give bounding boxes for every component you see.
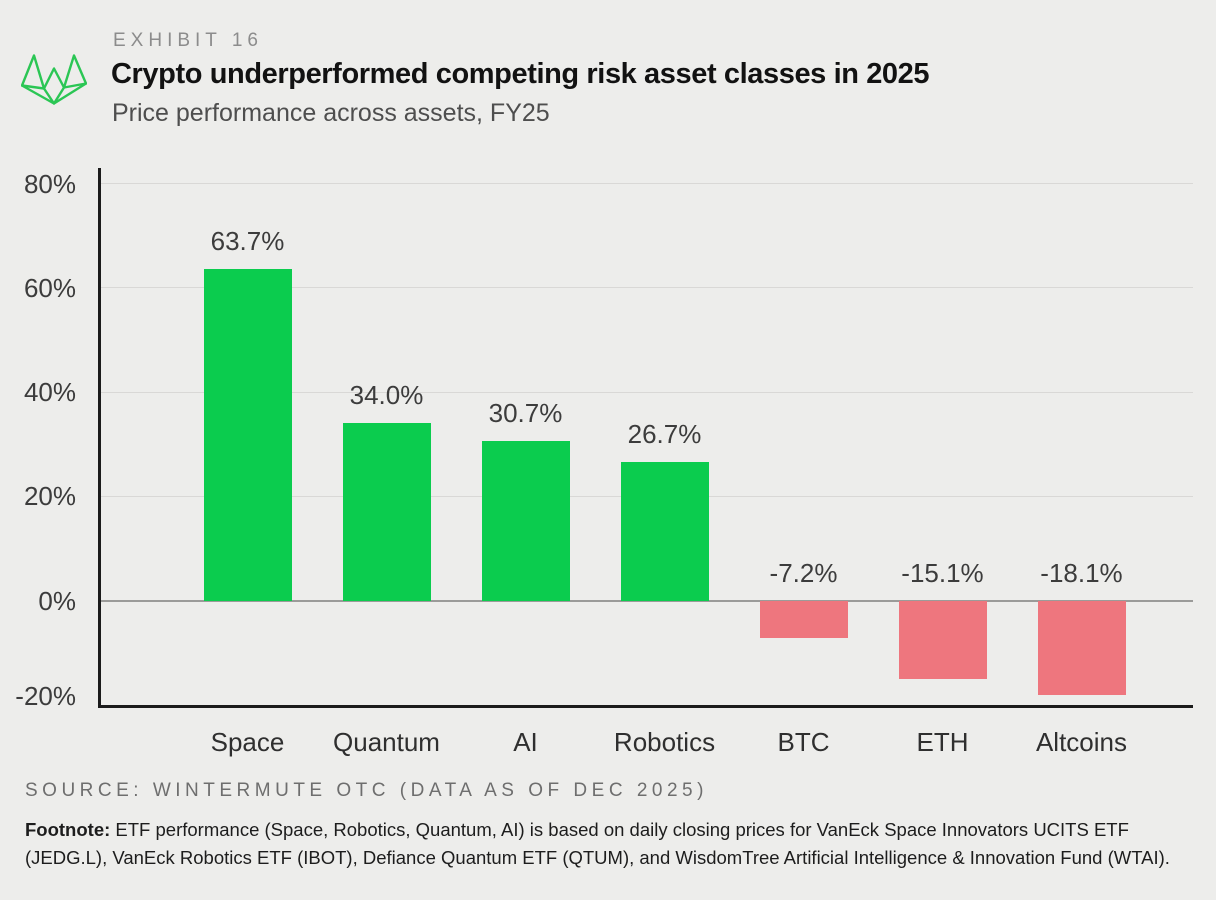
footnote-text-1: ETF performance (Space, Robotics, Quantu…	[115, 819, 1129, 840]
bar-space	[203, 268, 292, 601]
plot-area: 63.7% 34.0% 30.7% 26.7% -7.2% -15.1% -18.1%	[98, 168, 1193, 708]
y-axis-label: 0%	[38, 585, 76, 616]
y-axis: 80% 60% 40% 20% 0% -20%	[0, 168, 76, 711]
y-axis-label: 20%	[23, 481, 76, 512]
value-label: -15.1%	[901, 557, 984, 588]
y-axis-label: 60%	[23, 272, 76, 303]
y-axis-label: -20%	[15, 681, 76, 711]
x-axis-label: BTC	[777, 727, 830, 757]
x-axis-label: Space	[210, 727, 285, 757]
chart-title: Crypto underperformed competing risk ass…	[111, 58, 930, 90]
wintermute-logo	[21, 54, 87, 105]
value-label: 30.7%	[488, 397, 563, 428]
bar-quantum	[342, 423, 431, 601]
footnote-line-2: (JEDG.L), VanEck Robotics ETF (IBOT), De…	[25, 846, 1170, 868]
value-label: -18.1%	[1040, 557, 1123, 588]
bar-altcoins	[1037, 600, 1126, 696]
bar-eth	[898, 600, 987, 680]
chart-subtitle: Price performance across assets, FY25	[112, 99, 550, 127]
zero-gridline	[101, 599, 1193, 602]
exhibit-label: EXHIBIT 16	[113, 30, 263, 51]
x-axis-label: Robotics	[613, 727, 716, 757]
x-axis-label: ETH	[916, 727, 969, 757]
x-axis-label: AI	[513, 727, 538, 757]
gridline	[101, 287, 1193, 289]
gridline	[101, 183, 1193, 185]
bar-btc	[759, 600, 848, 639]
bar-ai	[481, 440, 570, 601]
bar-robotics	[620, 461, 709, 601]
x-axis: Space Quantum AI Robotics BTC ETH Altcoins	[101, 708, 1193, 768]
value-label: 63.7%	[210, 225, 285, 256]
footnote-line-1: Footnote: ETF performance (Space, Roboti…	[25, 816, 1191, 844]
y-axis-label: 80%	[23, 168, 76, 199]
source-line: SOURCE: WINTERMUTE OTC (DATA AS OF DEC 2…	[25, 780, 708, 801]
value-label: 34.0%	[349, 380, 424, 411]
y-axis-label: 40%	[23, 377, 76, 408]
value-label: 26.7%	[627, 418, 702, 449]
gridline	[101, 391, 1193, 393]
x-axis-label: Quantum	[333, 727, 440, 757]
footnote: Footnote: ETF performance (Space, Roboti…	[25, 816, 1191, 871]
x-axis-label: Altcoins	[1035, 727, 1128, 757]
value-label: -7.2%	[769, 557, 838, 588]
footnote-label: Footnote:	[25, 819, 111, 840]
